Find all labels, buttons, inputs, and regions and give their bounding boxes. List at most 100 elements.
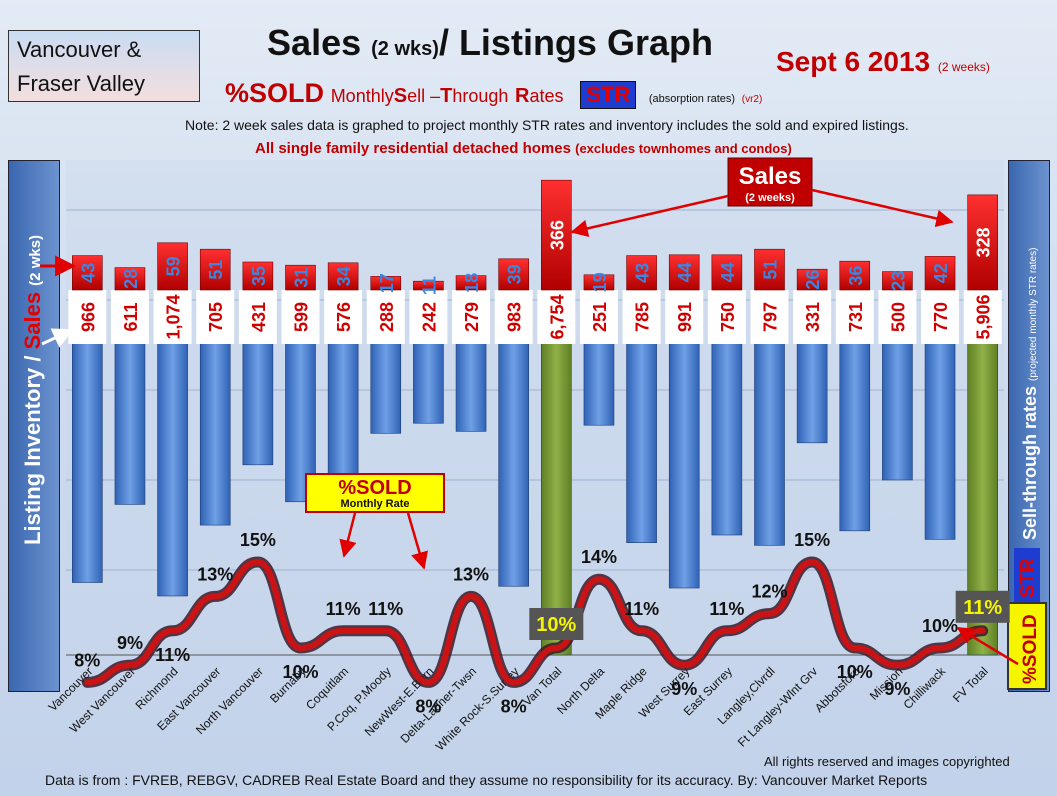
sales-bar — [413, 280, 444, 291]
sold-value-label: 8% — [415, 696, 441, 716]
sales-value-label: 34 — [334, 266, 354, 286]
sold-value-label: 8% — [74, 650, 100, 670]
sales-bar — [967, 194, 998, 291]
right-axis-title: Sell-through rates (projected monthly ST… — [1020, 248, 1040, 540]
sold-value-label: 12% — [751, 582, 787, 602]
sold-value-label: 10% — [922, 616, 958, 636]
inventory-value-label: 242 — [419, 302, 439, 332]
inventory-value-label: 966 — [78, 302, 98, 332]
inventory-label-bg — [409, 290, 448, 344]
absorption-note: (absorption rates) — [648, 93, 736, 105]
inventory-label-bg — [963, 290, 1002, 344]
inventory-label-bg — [707, 290, 746, 344]
sales-value-label: 51 — [761, 260, 781, 280]
inventory-label-bg — [238, 290, 277, 344]
sold-value-label: 10% — [837, 662, 873, 682]
total-sold-bg — [955, 590, 1010, 623]
sold-cap-s: S — [393, 85, 408, 107]
sales-bar — [583, 274, 615, 291]
inventory-label-bg — [153, 290, 192, 344]
right-sold-box — [1007, 602, 1047, 690]
inventory-value-label: 279 — [462, 302, 482, 332]
left-axis-title: Listing Inventory / Sales (2 wks) — [20, 235, 45, 545]
sales-callout-box — [727, 157, 813, 207]
inventory-value-label: 5,906 — [974, 294, 994, 339]
sold-callout-label: %SOLD — [338, 477, 411, 499]
inventory-label-bg — [921, 290, 960, 344]
sold-value-label: 13% — [197, 564, 233, 584]
copyright-text: All rights reserved and images copyright… — [764, 754, 1010, 769]
sales-value-label: 11 — [419, 276, 439, 295]
sold-value-label: 9% — [671, 679, 697, 699]
sold-value-label: 11% — [326, 599, 361, 619]
sold-callout-box — [305, 473, 445, 513]
sold-value-label: 14% — [581, 547, 617, 567]
sales-value-label: 35 — [249, 266, 269, 286]
sales-bar — [370, 276, 402, 291]
sales-bar — [199, 248, 231, 291]
sales-bar — [626, 255, 657, 291]
sold-callout-sub: Monthly Rate — [340, 498, 409, 510]
sales-value-label: 328 — [974, 227, 994, 257]
sold-value-label: 10% — [282, 662, 318, 682]
sales-callout-sub: (2 weeks) — [745, 192, 795, 204]
sales-bar — [114, 267, 146, 291]
inventory-label-bg — [110, 290, 149, 344]
inventory-label-bg — [68, 290, 107, 344]
sold-arrow-right — [406, 512, 429, 570]
inventory-value-label: 991 — [675, 302, 695, 332]
sales-bar — [541, 179, 572, 291]
subtitle-small: (excludes townhomes and condos) — [575, 141, 792, 156]
left-axis-part3: (2 wks) — [27, 235, 44, 286]
sold-cap-t: T — [440, 85, 453, 107]
sales-value-label: 39 — [505, 264, 525, 284]
sales-bar — [924, 256, 956, 291]
sales-bar — [327, 262, 359, 291]
sold-value-label: 11% — [368, 599, 403, 619]
inventory-value-label: 500 — [888, 302, 908, 332]
sales-bar — [668, 254, 700, 291]
inventory-pointer-arrow — [41, 328, 74, 348]
sales-bar — [455, 275, 487, 291]
total-sold-label: 11% — [963, 597, 1002, 619]
sold-value-label: 11% — [155, 645, 190, 665]
inventory-value-label: 6,754 — [547, 294, 567, 339]
inventory-value-label: 731 — [846, 302, 866, 332]
source-text: Data is from : FVREB, REBGV, CADREB Real… — [45, 772, 928, 788]
sales-value-label: 51 — [206, 260, 226, 280]
inventory-bar — [541, 289, 572, 656]
region-box: Vancouver & Fraser Valley — [8, 30, 200, 102]
category-label: FV Total — [950, 664, 991, 705]
sales-value-label: 44 — [718, 262, 738, 282]
category-label: Ft Langley-Wlnt Grv — [735, 664, 820, 749]
sales-value-label: 26 — [803, 270, 823, 290]
sales-bar — [242, 261, 274, 291]
inventory-label-bg — [835, 290, 874, 344]
sold-value-label: 11% — [624, 599, 659, 619]
right-axis-sold: %SOLD — [1020, 614, 1041, 684]
title-rest: / Listings Graph — [438, 22, 713, 63]
right-str-box — [1014, 548, 1040, 602]
sales-bar — [157, 242, 188, 291]
sold-value-label: 9% — [884, 679, 910, 699]
inventory-label-bg — [665, 290, 704, 344]
sales-value-label: 19 — [590, 272, 610, 292]
sales-arrow-right — [811, 188, 954, 228]
total-sold-bg — [529, 608, 584, 640]
sales-callout-label: Sales — [739, 163, 802, 190]
inventory-label-bg — [324, 290, 363, 344]
inventory-value-label: 785 — [633, 302, 653, 332]
sold-word-ell: ell – — [407, 86, 441, 106]
sales-value-label: 43 — [78, 263, 98, 283]
right-axis-small: (projected monthly STR rates) — [1028, 248, 1039, 381]
sales-value-label: 366 — [547, 220, 567, 250]
subtitle: All single family residential detached h… — [255, 140, 792, 157]
inventory-label-bg — [878, 290, 917, 344]
note-text: Note: 2 week sales data is graphed to pr… — [185, 117, 909, 133]
sold-line — [84, 558, 986, 686]
left-axis-band — [8, 160, 60, 692]
inventory-label-bg — [452, 290, 491, 344]
title-small: (2 wks) — [371, 38, 439, 60]
sales-value-label: 59 — [164, 256, 184, 276]
